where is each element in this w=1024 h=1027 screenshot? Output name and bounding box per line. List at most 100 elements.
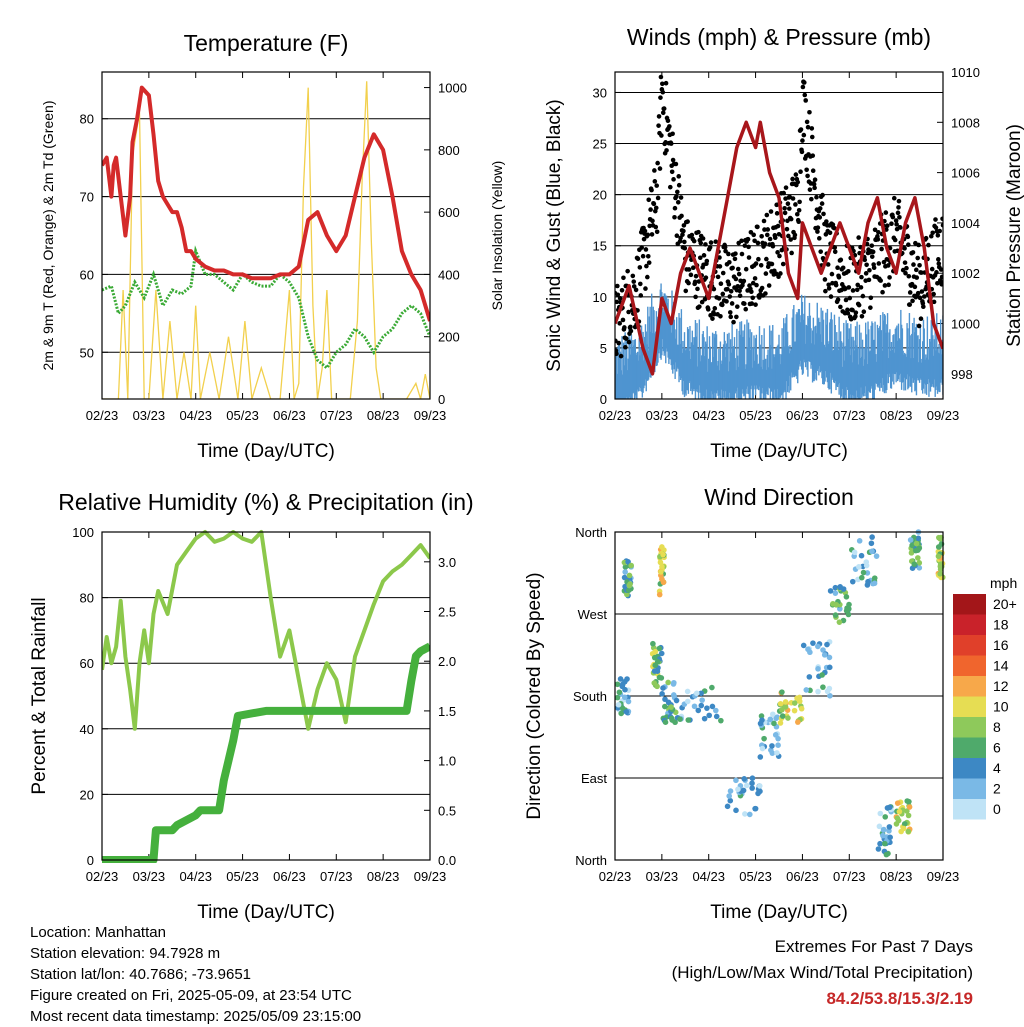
direction-point: [735, 786, 741, 793]
direction-ytick-label: South: [573, 689, 607, 704]
legend-swatch: [953, 655, 986, 676]
direction-point: [893, 821, 900, 827]
gust-point: [920, 301, 926, 306]
gust-point: [727, 259, 732, 265]
gust-point: [734, 304, 740, 309]
winds-ytick-right-label: 1004: [951, 216, 980, 231]
direction-plot-border: [614, 531, 944, 861]
gust-point: [645, 232, 651, 238]
gust-point: [929, 266, 935, 272]
gust-point: [693, 294, 698, 300]
direction-point: [824, 688, 831, 695]
direction-point: [622, 583, 628, 590]
gust-point: [639, 245, 645, 250]
direction-point: [880, 832, 886, 839]
temperature-ytick-right-label: 600: [438, 205, 460, 220]
gust-point: [778, 271, 783, 276]
direction-point: [758, 713, 765, 719]
gust-point: [817, 215, 823, 220]
direction-point: [626, 572, 633, 579]
gust-point: [832, 249, 838, 255]
gust-point: [871, 265, 877, 271]
direction-point: [877, 810, 884, 817]
humidity-ytick-right-label: 3.0: [438, 555, 456, 570]
gust-point: [915, 290, 921, 296]
humidity-ylabel: Percent & Total Rainfall: [29, 597, 50, 794]
gust-point: [893, 218, 899, 223]
direction-point: [863, 562, 870, 569]
direction-point: [624, 676, 630, 682]
gust-point: [645, 254, 651, 259]
humidity-xtick-label: 05/23: [226, 869, 259, 884]
gust-point: [702, 296, 708, 302]
gust-point: [615, 292, 621, 298]
gust-point: [655, 195, 661, 201]
direction-point: [905, 812, 912, 819]
gust-point: [799, 149, 805, 155]
direction-point: [757, 720, 764, 727]
gust-point: [938, 267, 943, 272]
direction-point: [775, 742, 781, 748]
direction-xtick-label: 09/23: [927, 869, 960, 884]
gust-point: [675, 199, 681, 205]
station-latlon: Station lat/lon: 40.7686; -73.9651: [30, 966, 252, 983]
legend-label: 18: [993, 617, 1009, 633]
temperature-plot-border: [101, 71, 431, 400]
extremes-title: Extremes For Past 7 Days: [774, 937, 973, 956]
gust-point: [878, 278, 883, 283]
gust-point: [615, 351, 619, 357]
gust-point: [640, 253, 646, 259]
gust-point: [732, 256, 738, 262]
temperature-ytick-label: 80: [80, 112, 94, 127]
temperature-xtick-label: 09/23: [414, 408, 447, 423]
gust-point: [762, 227, 767, 232]
gust-point: [704, 258, 710, 264]
direction-xtick-label: 04/23: [692, 869, 725, 884]
direction-point: [858, 552, 865, 559]
gust-point: [905, 234, 911, 240]
direction-point: [706, 712, 713, 719]
gust-point: [931, 291, 936, 297]
direction-point: [656, 674, 663, 681]
gust-point: [919, 289, 925, 294]
gust-point: [921, 304, 926, 310]
gust-point: [934, 270, 939, 275]
gust-point: [826, 282, 831, 288]
humidity-ytick-label: 40: [80, 722, 94, 737]
direction-point: [887, 834, 893, 841]
gust-point: [670, 157, 676, 163]
winds-ytick-right-label: 1010: [951, 65, 980, 80]
direction-point: [677, 716, 683, 722]
gust-point: [655, 160, 660, 166]
humidity-ytick-label: 20: [80, 787, 94, 802]
direction-point: [652, 662, 659, 669]
gust-point: [824, 219, 829, 224]
temperature-panel: Temperature (F)5060708002004006008001000…: [40, 30, 505, 462]
direction-point: [665, 679, 671, 686]
gust-point: [856, 302, 862, 308]
relative-humidity-line: [102, 530, 430, 731]
gust-point: [916, 242, 921, 248]
gust-point: [656, 123, 661, 128]
gust-point: [876, 261, 882, 266]
gust-point: [876, 229, 881, 235]
gust-point: [936, 257, 941, 262]
gust-point: [793, 202, 798, 207]
gust-point: [838, 304, 843, 310]
gust-point: [670, 131, 675, 137]
direction-point: [616, 689, 623, 696]
gust-point: [659, 133, 664, 138]
direction-point: [623, 709, 630, 715]
direction-point: [619, 705, 626, 711]
gust-point: [906, 273, 912, 279]
gust-point: [764, 232, 770, 238]
gust-point: [805, 173, 810, 179]
direction-point: [896, 808, 903, 815]
legend-label: 16: [993, 637, 1009, 653]
gust-point: [677, 238, 683, 244]
gust-point: [752, 238, 757, 244]
winds-xtick-label: 05/23: [739, 408, 772, 423]
direction-point: [693, 690, 700, 697]
gust-point: [769, 261, 775, 267]
gust-point: [831, 225, 837, 231]
